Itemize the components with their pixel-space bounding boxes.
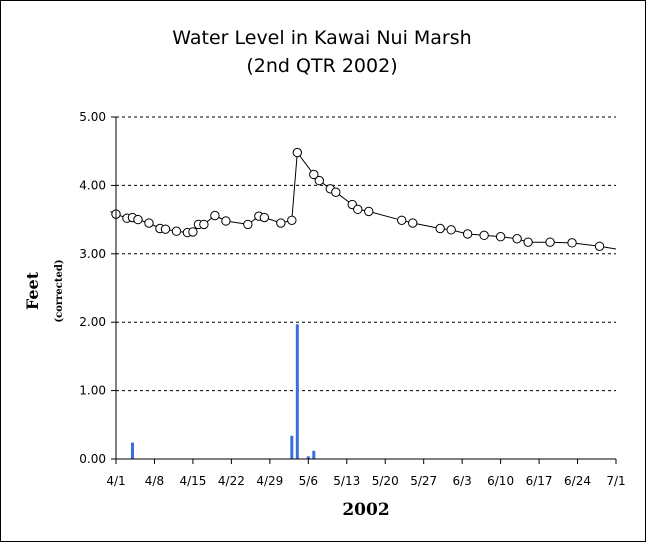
data-point-marker	[397, 215, 407, 225]
data-point-marker	[144, 218, 154, 228]
x-tick-label: 4/22	[218, 474, 245, 488]
x-tick-label: 7/1	[606, 474, 625, 488]
chart-title: Water Level in Kawai Nui Marsh	[172, 27, 471, 49]
data-point-marker	[567, 238, 577, 248]
y-axis-label: Feet	[23, 271, 42, 310]
x-tick-label: 6/10	[487, 474, 514, 488]
data-point-marker	[243, 219, 253, 230]
data-point-marker	[479, 230, 489, 241]
data-point-marker	[160, 224, 171, 234]
data-point-marker	[309, 169, 319, 180]
x-tick-label: 5/6	[299, 474, 318, 488]
x-tick-labels: 4/1 4/8 4/15 4/22 4/29 5/6 5/13 5/20 5/27 6/3 6/10…	[106, 474, 625, 488]
data-point-marker	[462, 229, 473, 239]
axes	[115, 117, 617, 464]
y-tick-label: 1.00	[79, 384, 106, 398]
x-tick-label: 4/15	[179, 474, 206, 488]
data-point-marker	[446, 225, 456, 235]
data-point-marker	[314, 175, 324, 186]
data-point-marker	[495, 232, 506, 242]
water-level-series	[110, 147, 617, 251]
y-tick-label: 3.00	[79, 247, 106, 261]
data-point-marker	[287, 215, 297, 225]
rainfall-bar	[290, 435, 294, 459]
y-tick-label: 2.00	[79, 315, 106, 329]
data-point-marker	[259, 212, 270, 223]
y-tick-labels: 0.00 1.00 2.00 3.00 4.00 5.00	[79, 110, 106, 466]
x-tick-label: 6/3	[452, 474, 471, 488]
y-axis-sublabel: (corrected)	[54, 259, 65, 322]
data-point-marker	[512, 234, 522, 244]
data-point-marker	[292, 147, 303, 158]
data-point-marker	[364, 206, 374, 217]
x-tick-label: 4/29	[256, 474, 283, 488]
x-tick-label: 5/20	[372, 474, 399, 488]
rainfall-bars	[130, 324, 316, 459]
data-point-marker	[171, 226, 182, 236]
rainfall-bar	[295, 324, 299, 459]
x-tick-label: 4/1	[106, 474, 125, 488]
data-point-marker	[199, 219, 209, 230]
rainfall-bar	[130, 442, 134, 459]
y-tick-label: 0.00	[79, 452, 106, 466]
data-point-marker	[435, 223, 445, 234]
data-point-marker	[353, 204, 363, 215]
data-point-marker	[408, 218, 418, 228]
data-point-marker	[594, 241, 605, 251]
rainfall-bar	[312, 450, 316, 459]
data-point-marker	[545, 237, 555, 247]
x-tick-label: 5/27	[410, 474, 437, 488]
data-point-marker	[221, 216, 231, 226]
x-tick-label: 6/24	[564, 474, 591, 488]
y-tick-label: 4.00	[79, 178, 106, 192]
data-point-marker	[188, 227, 198, 237]
data-point-marker	[133, 214, 143, 225]
data-point-marker	[210, 210, 220, 221]
data-point-marker	[276, 218, 286, 228]
y-tick-label: 5.00	[79, 110, 106, 124]
x-tick-label: 5/13	[333, 474, 360, 488]
data-point-marker	[331, 187, 341, 197]
data-point-marker	[523, 237, 533, 247]
x-axis-label: 2002	[342, 500, 389, 520]
chart-subtitle: (2nd QTR 2002)	[246, 55, 397, 77]
gridlines	[111, 116, 616, 460]
x-tick-label: 4/8	[145, 474, 164, 488]
x-tick-label: 6/17	[526, 474, 553, 488]
rainfall-bar	[306, 456, 310, 459]
